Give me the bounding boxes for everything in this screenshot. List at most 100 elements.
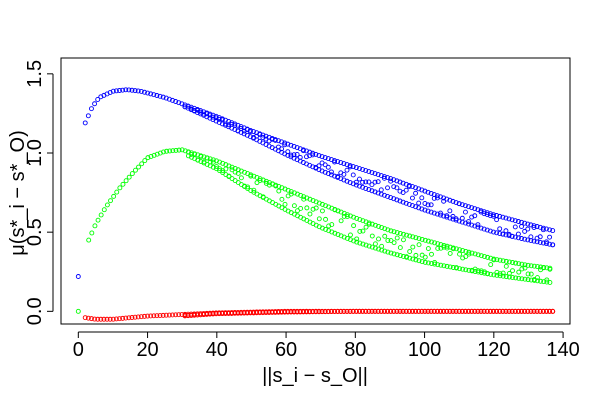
data-point	[432, 240, 438, 246]
data-point	[503, 308, 509, 314]
data-point	[360, 228, 366, 234]
data-point	[413, 308, 419, 314]
data-point	[406, 184, 412, 190]
data-point	[101, 207, 107, 213]
data-point	[313, 151, 319, 157]
data-point	[528, 271, 534, 277]
data-point	[400, 180, 406, 186]
data-point	[459, 215, 465, 221]
data-point	[251, 187, 257, 193]
data-point	[142, 158, 148, 164]
data-point	[357, 183, 362, 189]
data-point	[540, 308, 546, 314]
data-point	[313, 308, 319, 314]
x-tick-label: 140	[546, 339, 579, 361]
data-point	[497, 271, 503, 277]
data-point	[238, 125, 244, 131]
data-point	[469, 250, 475, 256]
data-point	[322, 309, 328, 315]
data-point	[450, 308, 456, 314]
data-point	[344, 167, 350, 173]
data-point	[413, 185, 419, 191]
data-point	[266, 309, 272, 315]
data-point	[350, 308, 356, 314]
data-point	[544, 277, 550, 283]
data-point	[450, 216, 456, 222]
data-point	[434, 195, 440, 201]
data-point	[528, 234, 534, 240]
data-point	[428, 190, 434, 196]
data-point	[145, 313, 151, 319]
data-point	[375, 172, 381, 178]
data-point	[354, 236, 360, 242]
data-point	[366, 169, 372, 175]
data-point	[429, 251, 434, 257]
data-point	[378, 308, 384, 314]
data-point	[86, 237, 92, 243]
data-point	[219, 310, 225, 316]
data-point	[385, 193, 390, 199]
data-point	[528, 277, 534, 283]
data-point	[282, 309, 288, 315]
data-point	[434, 193, 440, 199]
data-point	[416, 242, 422, 248]
data-point	[123, 315, 129, 321]
data-point	[534, 308, 540, 314]
data-point	[438, 262, 444, 268]
data-point	[522, 228, 528, 234]
data-point	[438, 308, 443, 314]
data-point	[391, 184, 397, 190]
data-point	[232, 123, 238, 129]
data-point	[170, 148, 176, 154]
data-point	[456, 218, 462, 224]
data-point	[503, 274, 509, 280]
data-point	[288, 142, 294, 148]
data-point	[487, 213, 493, 219]
data-point	[138, 314, 144, 320]
data-point	[113, 88, 119, 94]
data-point	[385, 308, 390, 314]
data-point	[310, 152, 316, 158]
data-point	[537, 224, 543, 230]
data-point	[291, 152, 297, 158]
data-point	[329, 222, 335, 228]
data-point	[269, 309, 275, 315]
data-point	[372, 189, 378, 195]
data-point	[475, 222, 481, 228]
data-point	[139, 161, 145, 167]
data-point	[431, 308, 437, 314]
data-point	[450, 246, 456, 252]
data-point	[154, 313, 160, 319]
data-point	[481, 209, 487, 215]
data-point	[381, 308, 387, 314]
data-point	[453, 265, 459, 271]
data-point	[95, 97, 101, 102]
data-point	[310, 309, 316, 315]
data-point	[98, 316, 104, 322]
data-point	[422, 237, 428, 243]
data-point	[531, 238, 537, 244]
data-point	[466, 267, 472, 273]
data-point	[413, 257, 419, 263]
data-point	[419, 195, 425, 201]
data-point	[528, 308, 534, 314]
data-point	[310, 150, 316, 156]
data-point	[456, 308, 462, 314]
data-point	[431, 195, 437, 201]
data-point	[425, 189, 431, 195]
data-point	[170, 312, 175, 318]
data-point	[531, 225, 537, 230]
data-point	[544, 308, 549, 314]
data-point	[497, 257, 503, 263]
data-point	[410, 203, 415, 209]
data-point	[481, 211, 487, 217]
data-point	[188, 104, 194, 110]
data-point	[407, 233, 413, 239]
series-0	[75, 87, 556, 279]
data-point	[381, 192, 387, 198]
data-point	[298, 205, 304, 211]
data-point	[537, 239, 543, 245]
data-point	[512, 308, 518, 314]
data-point	[138, 88, 144, 94]
